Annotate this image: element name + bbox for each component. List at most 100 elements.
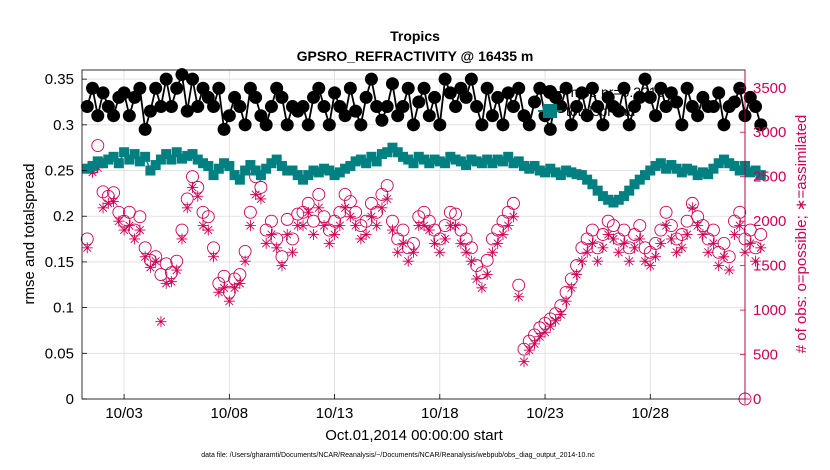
assimilated-obs-stroke bbox=[167, 277, 176, 286]
totalspread-point bbox=[103, 154, 114, 165]
possible-obs-point bbox=[254, 180, 268, 194]
assimilated-obs-stroke bbox=[519, 357, 529, 366]
rmse-point bbox=[464, 72, 478, 86]
assimilated-obs-stroke bbox=[725, 265, 734, 275]
totalspread-point bbox=[198, 158, 209, 169]
totalspread-point bbox=[476, 158, 487, 169]
totalspread-point bbox=[513, 156, 524, 167]
totalspread-point bbox=[119, 147, 130, 158]
possible-obs-point bbox=[333, 205, 347, 219]
assimilated-obs-point bbox=[439, 233, 451, 245]
assimilated-obs-stroke bbox=[509, 212, 518, 221]
rmse-point bbox=[301, 118, 315, 132]
totalspread-point bbox=[445, 151, 456, 162]
assimilated-obs-point bbox=[381, 193, 393, 205]
possible-obs-point bbox=[396, 223, 410, 237]
assimilated-obs-point bbox=[629, 242, 640, 254]
assimilated-obs-point bbox=[565, 282, 577, 294]
assimilated-obs-point bbox=[129, 233, 141, 245]
assimilated-obs-point bbox=[234, 277, 246, 289]
totalspread-point bbox=[450, 154, 461, 165]
assimilated-obs-stroke bbox=[730, 230, 739, 239]
assimilated-obs-stroke bbox=[183, 203, 192, 212]
totalspread-point bbox=[640, 170, 651, 181]
assimilated-obs-stroke bbox=[256, 194, 266, 204]
totalspread-point bbox=[603, 194, 614, 205]
assimilated-obs-point bbox=[355, 233, 367, 245]
totalspread-point bbox=[634, 174, 645, 185]
y-right-tick-label: 1500 bbox=[753, 258, 786, 275]
assimilated-obs-point bbox=[434, 246, 446, 258]
assimilated-obs-stroke bbox=[209, 252, 218, 261]
assimilated-obs-stroke bbox=[425, 225, 434, 235]
assimilated-obs-stroke bbox=[719, 252, 729, 261]
totalspread-point bbox=[108, 151, 119, 162]
assimilated-obs-point bbox=[592, 255, 604, 267]
assimilated-obs-stroke bbox=[377, 203, 387, 212]
assimilated-obs-stroke bbox=[604, 230, 613, 239]
assimilated-obs-point bbox=[176, 233, 188, 245]
y-tick-label: 0.2 bbox=[53, 208, 74, 225]
rmse-point bbox=[407, 118, 420, 132]
rmse-point bbox=[122, 109, 136, 123]
y-tick-label: 0.15 bbox=[45, 254, 74, 271]
assimilated-obs-point bbox=[634, 233, 646, 245]
assimilated-obs-point bbox=[244, 220, 256, 232]
possible-obs-point bbox=[359, 214, 373, 228]
rmse-point bbox=[659, 100, 673, 114]
rmse-point bbox=[470, 100, 484, 114]
rmse-point bbox=[207, 100, 221, 114]
assimilated-obs-stroke bbox=[351, 221, 360, 230]
totalspread-point bbox=[271, 154, 282, 165]
totalspread-point bbox=[529, 160, 540, 171]
possible-obs-point bbox=[217, 269, 231, 283]
rmse-point bbox=[322, 118, 336, 132]
possible-obs-point bbox=[349, 205, 363, 219]
assimilated-obs-point bbox=[465, 255, 477, 267]
legend-rmse-label: rmse pr=0.32104 bbox=[566, 84, 672, 100]
rmse-point bbox=[317, 100, 331, 114]
totalspread-point bbox=[724, 158, 735, 169]
assimilated-obs-point bbox=[623, 255, 635, 267]
rmse-point bbox=[475, 118, 489, 132]
totalspread-point bbox=[161, 149, 172, 160]
rmse-point bbox=[670, 95, 684, 109]
totalspread-point bbox=[429, 154, 440, 165]
possible-obs-point bbox=[717, 236, 731, 250]
assimilated-obs-point bbox=[134, 224, 146, 236]
totalspread-point bbox=[561, 165, 572, 176]
totalspread-point bbox=[387, 142, 398, 153]
assimilated-obs-stroke bbox=[688, 203, 697, 212]
rmse-point bbox=[580, 109, 594, 123]
chart-title: Tropics bbox=[390, 28, 440, 44]
rmse-point bbox=[443, 86, 457, 100]
totalspread-point bbox=[718, 154, 729, 165]
assimilated-obs-stroke bbox=[630, 243, 639, 253]
rmse-point bbox=[159, 72, 173, 86]
assimilated-obs-stroke bbox=[356, 234, 366, 244]
rmse-point bbox=[385, 77, 399, 91]
totalspread-point bbox=[629, 179, 640, 190]
x-tick-label: 10/23 bbox=[526, 405, 564, 422]
assimilated-obs-stroke bbox=[404, 257, 413, 266]
assimilated-obs-point bbox=[181, 202, 193, 214]
totalspread-point bbox=[492, 154, 503, 165]
totalspread-point bbox=[182, 150, 193, 161]
possible-obs-point bbox=[96, 185, 110, 199]
totalspread-point bbox=[392, 147, 403, 158]
totalspread-point bbox=[203, 160, 214, 171]
possible-obs-point bbox=[264, 214, 278, 228]
possible-obs-point bbox=[370, 205, 384, 219]
rmse-point bbox=[107, 109, 121, 123]
assimilated-obs-stroke bbox=[714, 261, 723, 270]
totalspread-point bbox=[419, 154, 430, 165]
totalspread-point bbox=[508, 158, 519, 169]
assimilated-obs-point bbox=[402, 255, 414, 267]
y-tick-label: 0.05 bbox=[45, 345, 74, 362]
assimilated-obs-point bbox=[323, 237, 335, 249]
totalspread-point bbox=[371, 156, 382, 167]
totalspread-point bbox=[613, 194, 624, 205]
axis-ticks: 10/03 10/08 10/13 10/18 10/23 10/28 0 0.05 0.1 0.… bbox=[45, 70, 786, 422]
totalspread-point bbox=[287, 165, 298, 176]
